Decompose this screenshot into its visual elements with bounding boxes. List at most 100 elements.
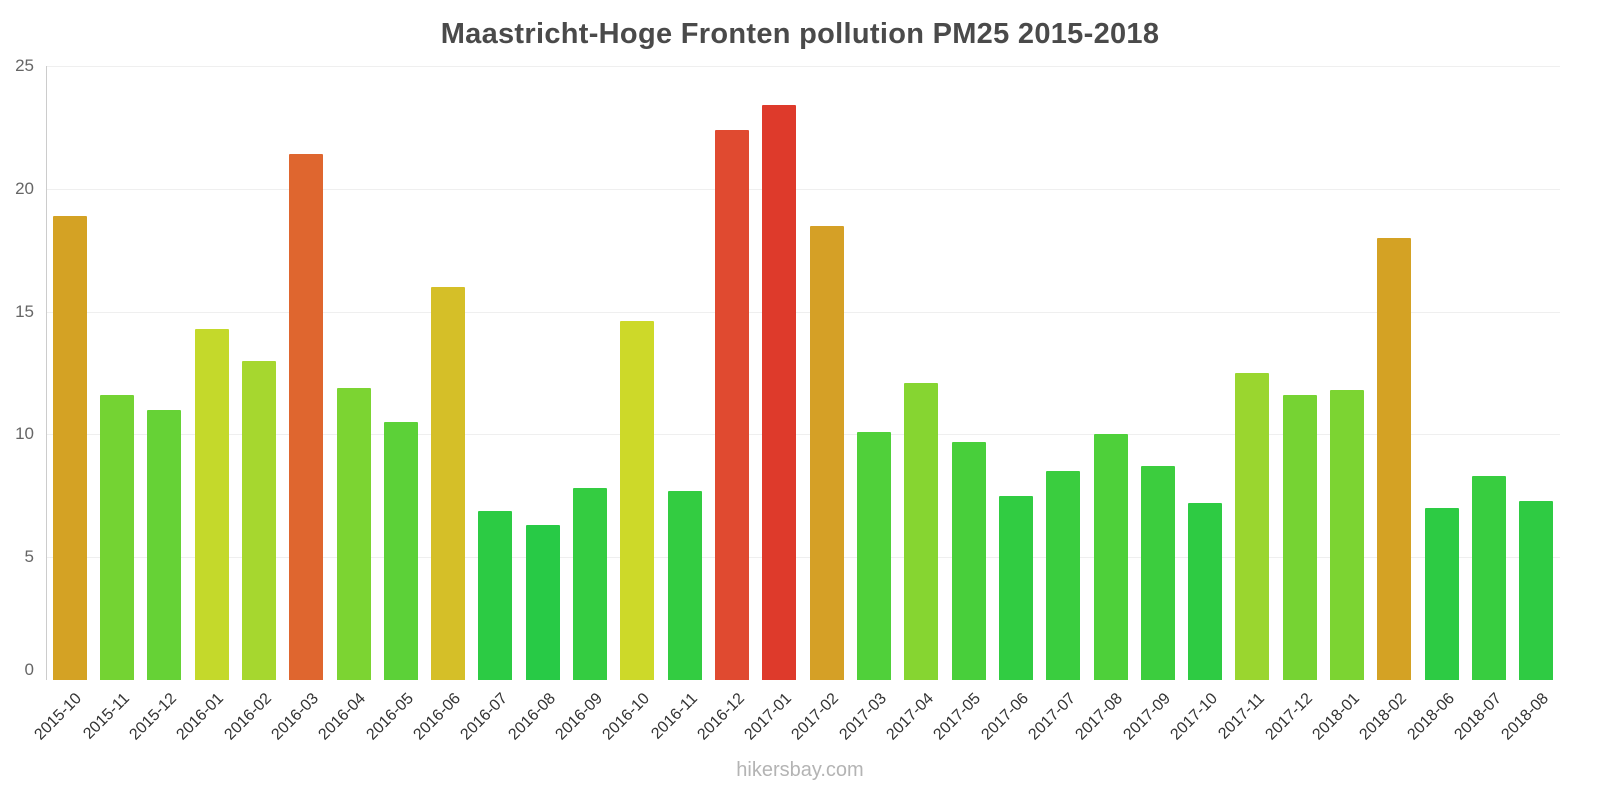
x-tick-label: 2017-12	[1262, 690, 1316, 744]
bar-2017-12[interactable]	[1282, 395, 1317, 680]
x-tick-label: 2017-02	[788, 690, 843, 744]
bar-slot: 2018-02	[1357, 66, 1418, 744]
x-tick-label: 2016-03	[268, 690, 323, 744]
bar-2018-06[interactable]	[1424, 508, 1459, 680]
bar-slot: 2015-11	[80, 66, 140, 743]
bar-slot: 2017-04	[884, 66, 945, 744]
bar-slot: 2016-05	[363, 66, 424, 744]
chart-title: Maastricht-Hoge Fronten pollution PM25 2…	[440, 18, 1160, 50]
bar-2016-11[interactable]	[667, 490, 702, 680]
x-tick-label: 2017-05	[930, 690, 985, 744]
bar-2017-08[interactable]	[1093, 434, 1128, 680]
bar-slot: 2016-07	[458, 66, 519, 744]
gridline	[46, 188, 1560, 190]
x-tick-label: 2018-08	[1498, 690, 1553, 744]
bar-2016-05[interactable]	[383, 422, 418, 680]
x-tick-label: 2017-08	[1072, 690, 1127, 744]
watermark-link[interactable]: hikersbay.com	[736, 759, 864, 781]
bar-2016-10[interactable]	[620, 321, 655, 680]
x-tick-label: 2016-11	[647, 690, 701, 743]
x-tick-label: 2016-07	[457, 690, 512, 744]
bar-2018-01[interactable]	[1330, 390, 1365, 680]
x-tick-label: 2016-08	[505, 690, 559, 744]
bar-2016-02[interactable]	[241, 360, 276, 680]
gridline	[46, 66, 1560, 67]
bar-slot: 2017-06	[978, 66, 1039, 744]
x-tick-label: 2015-10	[31, 690, 86, 744]
x-tick-label: 2018-07	[1451, 690, 1505, 744]
x-tick-label: 2018-06	[1403, 690, 1458, 744]
bar-2017-04[interactable]	[904, 382, 939, 680]
x-tick-label: 2018-02	[1356, 690, 1411, 744]
bar-slot: 2015-12	[127, 66, 188, 744]
x-tick-label: 2016-05	[363, 690, 417, 744]
bar-slot: 2018-07	[1451, 66, 1512, 744]
bar-slot: 2016-12	[694, 66, 755, 744]
x-tick-label: 2015-11	[80, 690, 133, 743]
bar-2017-01[interactable]	[762, 105, 797, 680]
bar-2018-02[interactable]	[1377, 237, 1412, 680]
bar-2017-11[interactable]	[1235, 373, 1270, 680]
bar-2018-07[interactable]	[1472, 476, 1507, 680]
plot-area: 0 5 10 15 20 25 2015-10 2015-11 2015-12 2016-01 2…	[15, 56, 1560, 744]
bar-2017-06[interactable]	[998, 495, 1033, 680]
bar-slot: 2016-08	[505, 66, 566, 744]
bar-2015-12[interactable]	[147, 409, 182, 680]
bar-slot: 2017-09	[1120, 66, 1181, 744]
bar-slot: 2017-08	[1073, 66, 1134, 744]
x-tick-label: 2016-01	[173, 690, 228, 744]
bar-slot: 2017-02	[789, 66, 850, 744]
x-tick-label: 2016-09	[552, 690, 606, 744]
bar-slot: 2016-06	[410, 66, 472, 744]
x-tick-label: 2017-01	[741, 690, 796, 744]
gridline	[46, 557, 1560, 559]
bar-2016-03[interactable]	[289, 154, 324, 680]
x-tick-label: 2016-04	[315, 690, 370, 744]
bar-2017-09[interactable]	[1140, 466, 1175, 680]
bar-slot: 2017-11	[1216, 66, 1276, 743]
y-tick-label: 10	[15, 424, 34, 444]
x-tick-label: 2017-07	[1025, 690, 1080, 744]
y-tick-label: 20	[15, 178, 34, 198]
bar-2016-01[interactable]	[194, 328, 229, 680]
x-tick-label: 2017-04	[883, 690, 938, 744]
bar-2015-10[interactable]	[52, 215, 87, 680]
x-tick-label: 2017-09	[1120, 690, 1174, 744]
bar-slot: 2017-05	[931, 66, 992, 744]
y-tick-label: 0	[24, 660, 34, 679]
bars-container: 2015-10 2015-11 2015-12 2016-01 2016-02 2016-…	[32, 66, 1560, 744]
bar-2016-09[interactable]	[573, 488, 608, 680]
bar-2017-10[interactable]	[1188, 503, 1223, 680]
x-tick-label: 2018-01	[1309, 690, 1363, 744]
bar-slot: 2017-03	[836, 66, 897, 744]
bar-slot: 2017-07	[1025, 66, 1087, 744]
y-tick-label: 15	[15, 301, 34, 321]
gridline	[46, 311, 1560, 313]
x-tick-label: 2015-12	[126, 690, 181, 744]
x-tick-label: 2017-06	[978, 690, 1032, 744]
bar-slot: 2016-11	[648, 66, 708, 743]
bar-slot: 2018-01	[1309, 66, 1370, 744]
x-tick-label: 2017-03	[836, 690, 890, 744]
bar-2017-05[interactable]	[951, 441, 986, 680]
bar-2016-07[interactable]	[478, 510, 513, 680]
bar-slot: 2017-10	[1167, 66, 1229, 744]
bar-2016-04[interactable]	[336, 387, 371, 680]
bar-2016-12[interactable]	[715, 129, 750, 680]
x-tick-label: 2017-11	[1215, 690, 1269, 743]
x-tick-label: 2017-10	[1167, 690, 1221, 744]
bar-slot: 2016-02	[221, 66, 282, 744]
bar-2018-08[interactable]	[1519, 500, 1554, 680]
bar-2017-07[interactable]	[1046, 471, 1081, 680]
x-tick-label: 2016-10	[599, 690, 654, 744]
bar-slot: 2018-06	[1404, 66, 1465, 744]
bar-2017-03[interactable]	[856, 431, 891, 680]
y-tick-label: 25	[15, 56, 34, 75]
bar-slot: 2016-09	[552, 66, 613, 744]
bar-2017-02[interactable]	[809, 225, 844, 680]
bar-2016-08[interactable]	[525, 525, 560, 680]
bar-2016-06[interactable]	[431, 287, 466, 680]
bar-slot: 2016-03	[268, 66, 330, 744]
bar-2015-11[interactable]	[99, 395, 134, 680]
